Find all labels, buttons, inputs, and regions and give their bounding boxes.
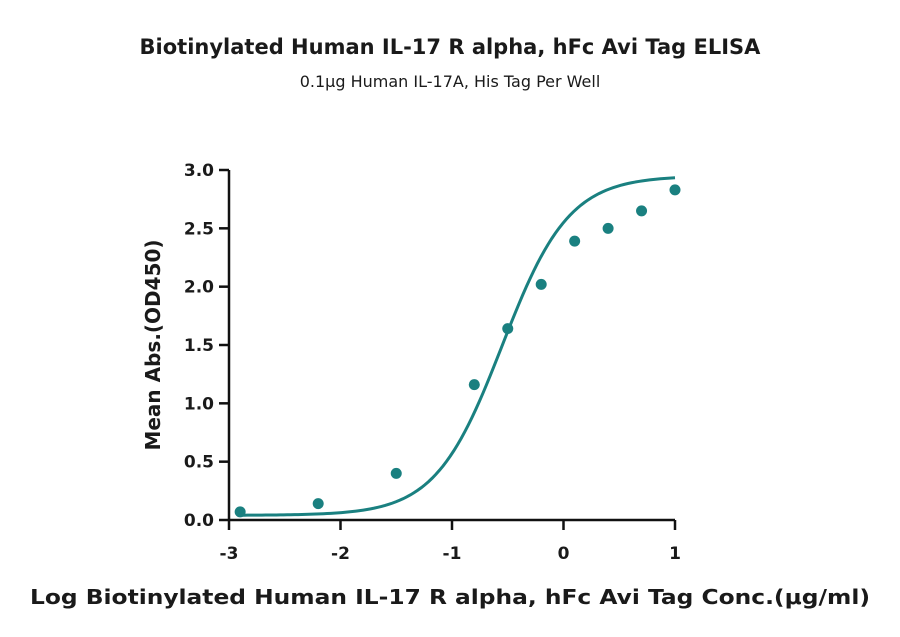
x-tick-label: -1 bbox=[443, 544, 462, 564]
data-point bbox=[602, 222, 614, 234]
data-point bbox=[312, 498, 324, 510]
chart-subtitle: 0.1μg Human IL-17A, His Tag Per Well bbox=[300, 72, 601, 91]
x-axis: -3 -2 -1 0 1 bbox=[220, 518, 681, 564]
y-tick-label: 0.0 bbox=[184, 511, 214, 531]
data-points bbox=[234, 184, 681, 518]
data-point bbox=[535, 278, 547, 290]
y-axis: 0.0 0.5 1.0 1.5 2.0 2.5 3.0 bbox=[184, 161, 231, 531]
data-point bbox=[390, 467, 402, 479]
y-tick-label: 2.5 bbox=[184, 219, 214, 239]
chart-title: Biotinylated Human IL-17 R alpha, hFc Av… bbox=[140, 35, 762, 59]
y-axis-title: Mean Abs.(OD450) bbox=[141, 239, 165, 450]
y-tick-label: 3.0 bbox=[184, 161, 214, 181]
data-point bbox=[569, 235, 581, 247]
data-point bbox=[502, 323, 514, 335]
data-point bbox=[234, 506, 246, 518]
x-tick-label: -2 bbox=[331, 544, 350, 564]
data-point bbox=[468, 379, 480, 391]
y-tick-label: 2.0 bbox=[184, 278, 214, 298]
x-tick-label: 1 bbox=[669, 544, 681, 564]
x-tick-label: 0 bbox=[558, 544, 570, 564]
y-tick-label: 1.0 bbox=[184, 394, 214, 414]
y-tick-label: 1.5 bbox=[184, 336, 214, 356]
fit-curve bbox=[240, 176, 676, 517]
plot-area: 0.0 0.5 1.0 1.5 2.0 2.5 3.0 -3 -2 -1 0 1 bbox=[184, 161, 681, 564]
x-axis-title: Log Biotinylated Human IL-17 R alpha, hF… bbox=[30, 585, 870, 609]
data-point bbox=[636, 205, 648, 217]
data-point bbox=[669, 184, 681, 196]
y-tick-label: 0.5 bbox=[184, 453, 214, 473]
x-tick-label: -3 bbox=[220, 544, 239, 564]
